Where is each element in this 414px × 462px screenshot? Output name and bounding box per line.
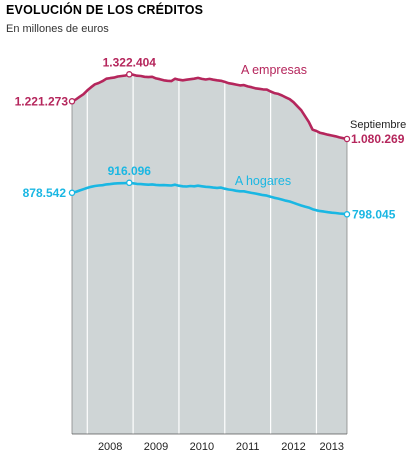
value-label-hogares-1: 916.096: [108, 164, 152, 178]
x-tick-label-2009: 2009: [144, 441, 168, 453]
value-label-empresas-1: 1.322.404: [103, 55, 157, 69]
plot-area: [71, 60, 348, 435]
marker-hogares-2: [343, 211, 351, 218]
x-axis: 2008 2009 2010 2011 2012 2013: [72, 433, 347, 453]
series-lines: [70, 73, 349, 216]
area-fill: [72, 74, 347, 435]
data-labels: 1.221.273 1.322.404 1.080.269 A empresas 878…: [15, 55, 407, 221]
marker-hogares-0: [68, 189, 76, 197]
x-tick-label-2010: 2010: [190, 441, 214, 453]
marker-empresas-0: [68, 98, 76, 105]
chart-title: EVOLUCIÓN DE LOS CRÉDITOS: [6, 3, 204, 17]
marker-empresas-1: [126, 71, 133, 78]
series-line-hogares: [70, 181, 349, 216]
annotation-septiembre: Septiembre: [350, 119, 406, 131]
value-label-hogares-2: 798.045: [352, 207, 396, 221]
value-label-hogares-0: 878.542: [23, 186, 67, 200]
series-name-hogares: A hogares: [235, 174, 291, 188]
series-line-empresas: [70, 73, 349, 141]
marker-hogares-1: [126, 179, 133, 187]
value-label-empresas-0: 1.221.273: [15, 94, 69, 108]
x-tick-label-2012: 2012: [281, 441, 305, 453]
value-label-empresas-2: 1.080.269: [351, 132, 405, 146]
x-tick-label-2011: 2011: [236, 441, 260, 453]
marker-empresas-2: [343, 135, 351, 143]
x-tick-label-2008: 2008: [98, 441, 122, 453]
x-tick-label-2013: 2013: [319, 441, 343, 453]
series-name-empresas: A empresas: [241, 63, 307, 77]
chart-subtitle: En millones de euros: [6, 23, 109, 35]
